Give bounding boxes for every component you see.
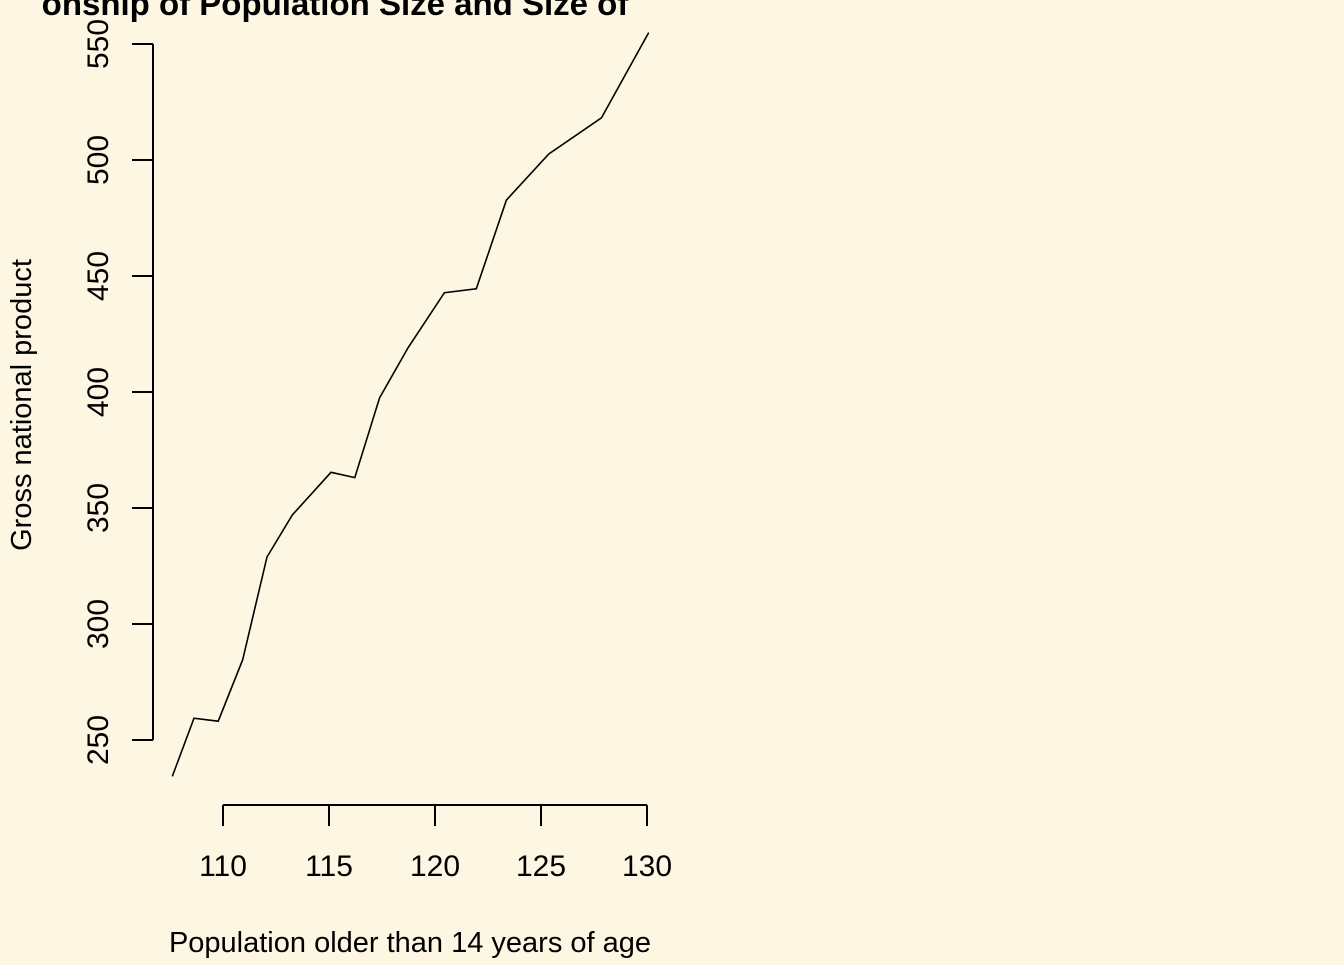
y-axis: 250 300 350 400 450 500 550	[82, 19, 154, 765]
y-tick-label: 350	[82, 483, 115, 533]
y-axis-title: Gross national product	[6, 259, 38, 551]
x-tick-label: 115	[305, 850, 353, 883]
y-tick-label: 450	[82, 251, 115, 301]
x-axis-title: Population older than 14 years of age	[169, 927, 651, 959]
y-tick-label: 550	[82, 19, 115, 69]
x-tick-label: 110	[199, 850, 247, 883]
y-tick-label: 500	[82, 135, 115, 185]
chart-title: onship of Population Size and Size of	[42, 0, 630, 22]
series-line-1	[171, 32, 650, 777]
x-tick-label: 125	[516, 850, 566, 883]
y-tick-label: 250	[82, 715, 115, 765]
x-tick-label: 130	[622, 850, 672, 883]
y-tick-label: 300	[82, 599, 115, 649]
y-tick-label: 400	[82, 367, 115, 417]
x-axis: 110 115 120 125 130	[199, 804, 672, 883]
x-tick-label: 120	[410, 850, 460, 883]
plot-area	[171, 32, 650, 777]
